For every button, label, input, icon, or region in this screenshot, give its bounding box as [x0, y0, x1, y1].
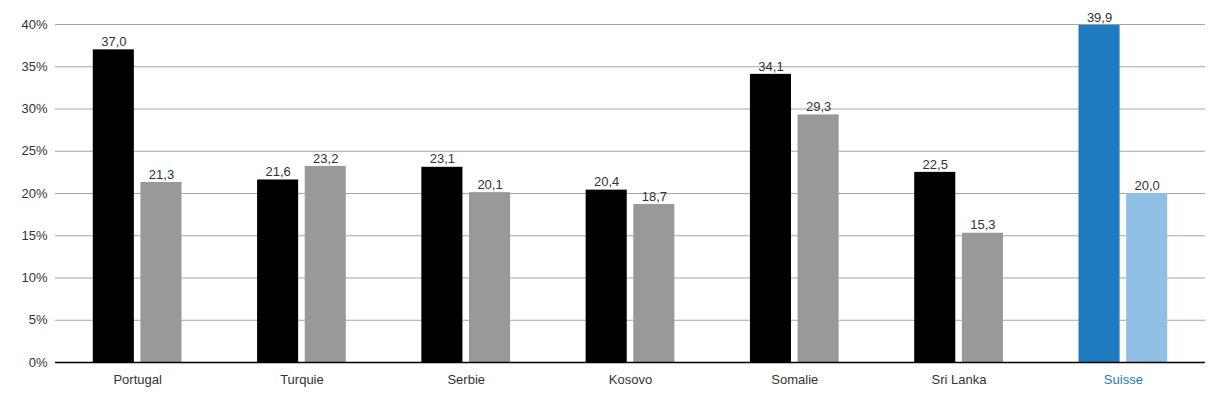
svg-text:23,1: 23,1	[430, 151, 455, 166]
svg-text:21,3: 21,3	[149, 167, 174, 182]
svg-text:20,0: 20,0	[1135, 178, 1160, 193]
svg-text:Somalie: Somalie	[771, 372, 818, 387]
svg-text:25%: 25%	[21, 143, 47, 158]
svg-text:15%: 15%	[21, 228, 47, 243]
svg-text:Kosovo: Kosovo	[609, 372, 652, 387]
svg-text:40%: 40%	[21, 17, 47, 32]
svg-text:30%: 30%	[21, 101, 47, 116]
svg-text:18,7: 18,7	[642, 189, 667, 204]
svg-text:35%: 35%	[21, 59, 47, 74]
svg-text:0%: 0%	[29, 355, 48, 370]
svg-text:29,3: 29,3	[806, 99, 831, 114]
svg-text:23,2: 23,2	[313, 151, 338, 166]
svg-text:20%: 20%	[21, 186, 47, 201]
svg-text:22,5: 22,5	[923, 157, 948, 172]
svg-text:39,9: 39,9	[1087, 10, 1112, 25]
svg-text:Serbie: Serbie	[447, 372, 485, 387]
svg-text:15,3: 15,3	[970, 217, 995, 232]
svg-text:Sri Lanka: Sri Lanka	[932, 372, 988, 387]
svg-text:Suisse: Suisse	[1104, 372, 1143, 387]
svg-text:20,4: 20,4	[594, 174, 619, 189]
svg-text:20,1: 20,1	[477, 177, 502, 192]
svg-text:Turquie: Turquie	[280, 372, 324, 387]
svg-text:37,0: 37,0	[101, 34, 126, 49]
svg-text:10%: 10%	[21, 270, 47, 285]
svg-text:34,1: 34,1	[758, 59, 783, 74]
svg-text:Portugal: Portugal	[113, 372, 162, 387]
svg-text:5%: 5%	[29, 312, 48, 327]
svg-text:21,6: 21,6	[265, 164, 290, 179]
